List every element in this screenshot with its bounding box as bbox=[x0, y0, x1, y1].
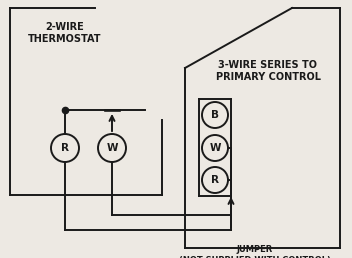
Circle shape bbox=[202, 102, 228, 128]
Circle shape bbox=[51, 134, 79, 162]
Circle shape bbox=[202, 135, 228, 161]
Text: JUMPER
(NOT SUPPLIED WITH CONTROL): JUMPER (NOT SUPPLIED WITH CONTROL) bbox=[179, 245, 331, 258]
Text: R: R bbox=[61, 143, 69, 153]
Text: B: B bbox=[211, 110, 219, 120]
Text: 2-WIRE
THERMOSTAT: 2-WIRE THERMOSTAT bbox=[28, 22, 102, 44]
Text: R: R bbox=[211, 175, 219, 185]
Text: W: W bbox=[106, 143, 118, 153]
Circle shape bbox=[202, 167, 228, 193]
Text: 3-WIRE SERIES TO
PRIMARY CONTROL: 3-WIRE SERIES TO PRIMARY CONTROL bbox=[215, 60, 321, 82]
Circle shape bbox=[98, 134, 126, 162]
Text: W: W bbox=[209, 143, 221, 153]
